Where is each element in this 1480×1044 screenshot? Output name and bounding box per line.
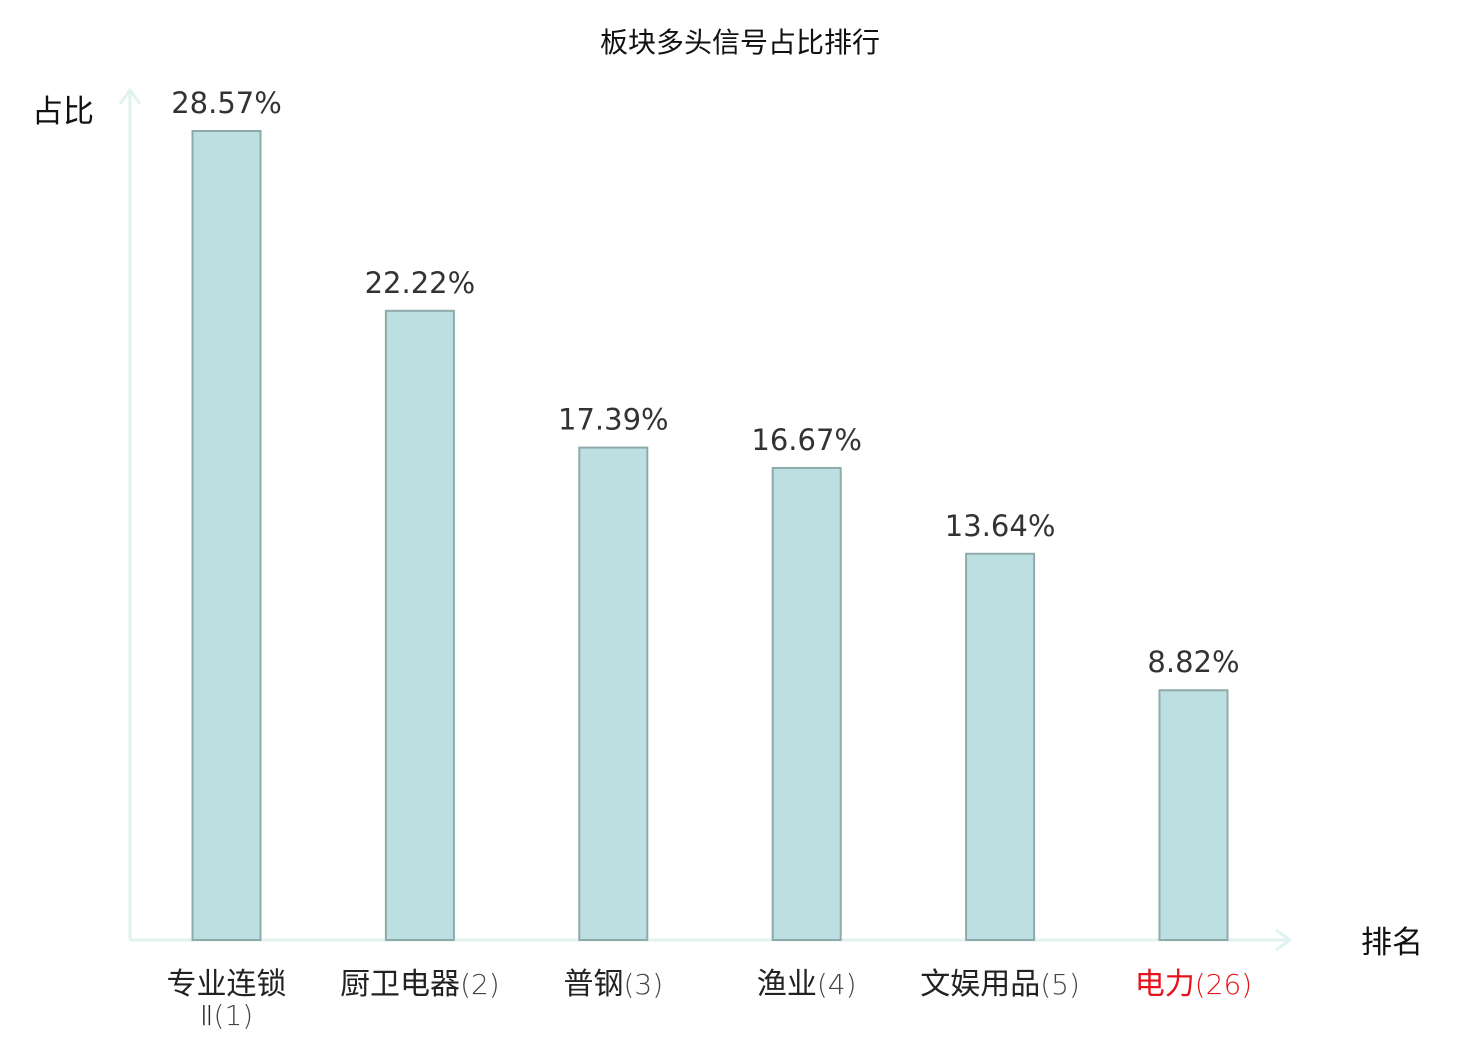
value-label: 13.64% — [945, 509, 1056, 543]
category-label: 文娱用品(5) — [920, 967, 1080, 1002]
category-rank: (26) — [1195, 968, 1252, 1001]
category-rank: (4) — [817, 968, 857, 1001]
category-rank: (5) — [1040, 968, 1080, 1001]
chart-title: 板块多头信号占比排行 — [600, 26, 880, 59]
category-label: 渔业(4) — [757, 967, 857, 1002]
bars-group — [191, 130, 1229, 941]
category-label: 专业连锁 — [167, 967, 287, 1002]
value-label: 16.67% — [751, 423, 862, 457]
category-label: 厨卫电器(2) — [340, 967, 500, 1002]
category-label: 电力(26) — [1135, 967, 1252, 1002]
y-axis-arrow — [118, 87, 142, 105]
bar[interactable] — [1158, 689, 1229, 941]
category-rank: (2) — [460, 968, 500, 1001]
category-label-continued: Ⅱ(1) — [200, 999, 253, 1032]
axes — [118, 87, 1293, 952]
value-label: 8.82% — [1147, 645, 1239, 679]
value-label: 17.39% — [558, 403, 669, 437]
category-name-part: Ⅱ — [200, 999, 214, 1032]
x-axis-arrow — [1275, 928, 1293, 952]
category-name: 电力 — [1135, 967, 1195, 1002]
bar[interactable] — [965, 552, 1036, 941]
category-rank: (3) — [623, 968, 663, 1001]
bar[interactable] — [771, 466, 842, 941]
category-name: 厨卫电器 — [340, 967, 460, 1002]
category-name: 普钢 — [563, 967, 623, 1002]
value-label: 22.22% — [365, 266, 476, 300]
y-axis-label: 占比 — [32, 94, 94, 130]
value-label: 28.57% — [171, 86, 282, 120]
bar[interactable] — [578, 446, 649, 941]
category-name: 文娱用品 — [920, 967, 1040, 1002]
category-rank: (1) — [214, 999, 254, 1032]
category-name: 渔业 — [757, 967, 817, 1002]
value-labels-group: 28.57% 22.22% 17.39% 16.67% 13.64% 8.82% — [171, 86, 1239, 679]
x-axis-label: 排名 — [1361, 925, 1423, 961]
bar[interactable] — [191, 130, 262, 941]
bar[interactable] — [384, 309, 455, 941]
category-label: 普钢(3) — [563, 967, 663, 1002]
